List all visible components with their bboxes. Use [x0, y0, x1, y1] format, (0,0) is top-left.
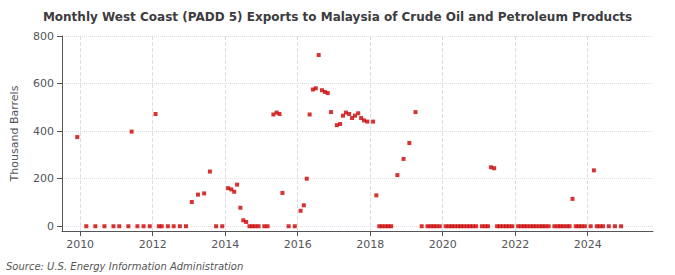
svg-text:2010: 2010: [66, 238, 94, 251]
svg-text:Source: U.S. Energy Informatio: Source: U.S. Energy Information Administ…: [6, 261, 243, 272]
svg-text:2018: 2018: [356, 238, 384, 251]
svg-text:2020: 2020: [429, 238, 457, 251]
svg-text:2014: 2014: [211, 238, 239, 251]
svg-text:200: 200: [33, 172, 54, 185]
svg-text:400: 400: [33, 125, 54, 138]
svg-text:2022: 2022: [501, 238, 529, 251]
svg-text:2016: 2016: [284, 238, 312, 251]
svg-text:600: 600: [33, 77, 54, 90]
svg-text:0: 0: [47, 220, 54, 233]
svg-text:800: 800: [33, 30, 54, 43]
svg-text:Thousand Barrels: Thousand Barrels: [8, 85, 21, 182]
svg-text:2012: 2012: [139, 238, 167, 251]
svg-text:Monthly West Coast (PADD 5) Ex: Monthly West Coast (PADD 5) Exports to M…: [43, 10, 632, 24]
svg-text:2024: 2024: [574, 238, 602, 251]
